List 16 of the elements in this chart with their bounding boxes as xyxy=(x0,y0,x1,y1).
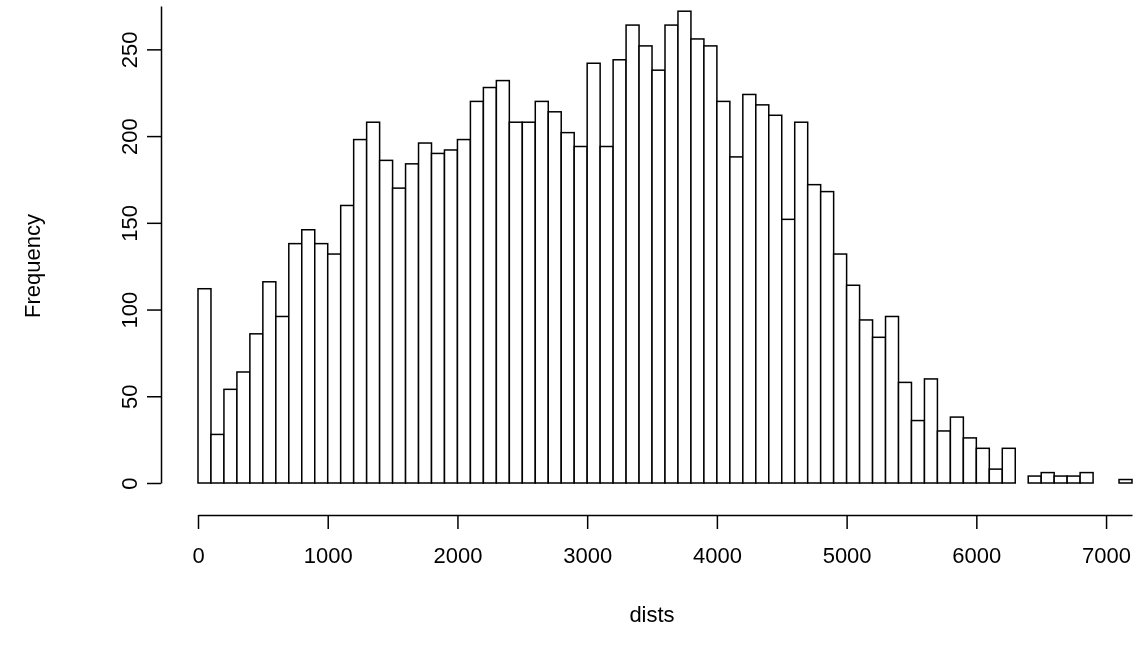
x-tick-label: 0 xyxy=(192,542,205,568)
y-tick-label: 0 xyxy=(117,477,142,490)
x-tick-label: 7000 xyxy=(1082,542,1132,568)
x-tick-label: 2000 xyxy=(433,542,483,568)
x-tick-label: 1000 xyxy=(303,542,353,568)
x-axis-title: dists xyxy=(629,602,675,627)
y-tick-label: 150 xyxy=(117,204,142,242)
x-tick-label: 4000 xyxy=(692,542,742,568)
x-tick-label: 3000 xyxy=(563,542,613,568)
y-tick-label: 50 xyxy=(117,384,142,410)
y-axis-title: Frequency xyxy=(20,214,45,318)
y-tick-label: 200 xyxy=(117,118,142,155)
x-tick-label: 5000 xyxy=(822,542,872,568)
x-tick-label: 6000 xyxy=(952,542,1002,568)
y-tick-label: 250 xyxy=(117,31,142,69)
y-tick-label: 100 xyxy=(117,291,142,329)
